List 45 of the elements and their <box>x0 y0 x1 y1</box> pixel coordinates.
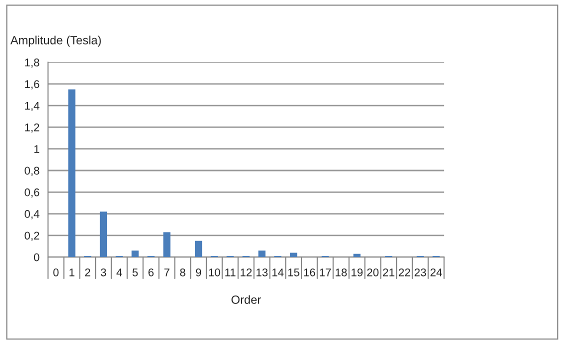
y-tick-label: 0,6 <box>24 188 40 198</box>
x-tick-label: 22 <box>398 268 410 276</box>
x-tick-label: 9 <box>196 268 202 276</box>
y-tick-label: 0,4 <box>24 210 40 220</box>
x-tick-label: 8 <box>180 268 186 276</box>
x-tick-label: 6 <box>148 268 154 276</box>
x-tick-label: 21 <box>383 268 394 276</box>
y-tick-label: 0 <box>34 253 40 262</box>
x-tick-label: 10 <box>209 268 220 276</box>
x-tick-label: 12 <box>240 268 252 276</box>
x-tick-label: 1 <box>70 268 74 276</box>
y-tick-label: 0,2 <box>24 232 40 241</box>
bar <box>194 240 202 258</box>
bar <box>68 89 76 258</box>
bar <box>163 232 170 258</box>
x-axis-title: Order <box>232 295 261 304</box>
y-tick-label: 0,8 <box>24 166 40 176</box>
y-axis-title: Amplitude (Tesla) <box>10 36 101 47</box>
x-tick-label: 11 <box>225 268 236 276</box>
x-tick-label: 13 <box>256 268 268 276</box>
y-tick-label: 1,2 <box>25 123 40 133</box>
x-tick-label: 14 <box>272 268 284 276</box>
x-tick-label: 16 <box>304 268 316 276</box>
bar <box>258 250 266 258</box>
x-tick-label: 5 <box>132 268 138 276</box>
x-tick-label: 18 <box>336 268 347 276</box>
x-tick-label: 23 <box>414 268 426 276</box>
bar <box>353 254 361 258</box>
y-tick-label: 1,6 <box>25 80 40 90</box>
bar <box>290 252 298 258</box>
y-tick-label: 1,4 <box>25 102 40 112</box>
x-tick-label: 3 <box>100 268 106 276</box>
x-tick-label: 4 <box>116 268 122 276</box>
bar <box>100 212 108 258</box>
y-tick-label: 1 <box>34 145 40 153</box>
x-tick-label: 24 <box>430 268 442 276</box>
x-tick-label: 0 <box>53 268 59 276</box>
bar <box>132 250 139 258</box>
x-tick-label: 17 <box>320 268 331 276</box>
x-tick-label: 19 <box>352 268 363 276</box>
x-tick-label: 2 <box>85 268 90 276</box>
y-tick-label: 1,8 <box>25 58 40 68</box>
x-tick-label: 7 <box>164 268 170 276</box>
x-tick-label: 15 <box>288 268 300 276</box>
x-tick-label: 20 <box>367 268 379 276</box>
